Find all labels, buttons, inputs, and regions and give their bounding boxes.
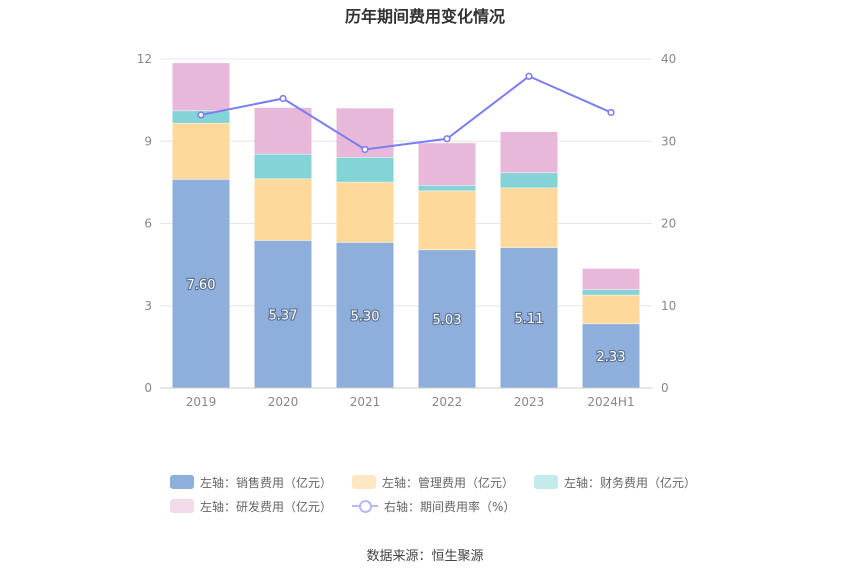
right-axis-tick-label: 10: [661, 299, 676, 313]
legend-swatch-finance: [534, 475, 559, 489]
x-axis-tick-label: 2023: [514, 395, 545, 409]
legend-label-admin: 左轴：管理费用（亿元）: [382, 475, 515, 490]
x-axis-tick-label: 2024H1: [587, 395, 634, 409]
legend-item-sales[interactable]: 左轴：销售费用（亿元）: [170, 474, 332, 491]
x-axis-tick-label: 2019: [186, 395, 217, 409]
data-source: 数据来源：恒生聚源: [366, 549, 484, 564]
line-point-rate: [443, 135, 451, 143]
data-label: 5.03: [433, 313, 462, 328]
bar-sales: [582, 324, 640, 388]
bar-rd: [500, 131, 558, 173]
bar-sales: [172, 179, 230, 388]
line-point-rate: [197, 111, 205, 119]
x-axis-tick-label: 2022: [432, 395, 463, 409]
data-label: 5.30: [351, 309, 380, 324]
right-axis-tick-label: 40: [661, 52, 676, 66]
legend-item-rd[interactable]: 左轴：研发费用（亿元）: [170, 498, 332, 515]
legend-item-rate[interactable]: 右轴：期间费用率（%）: [352, 498, 515, 515]
legend-swatch-sales: [170, 475, 194, 489]
bar-finance: [254, 154, 312, 179]
line-point-rate: [607, 108, 615, 117]
bar-admin: [418, 191, 476, 250]
x-axis-tick-label: 2020: [268, 395, 299, 409]
legend-swatch-rd: [170, 499, 194, 513]
bar-sales: [500, 247, 558, 388]
line-rate: [200, 75, 612, 151]
bar-rd: [172, 63, 230, 111]
legend-label-sales: 左轴：销售费用（亿元）: [200, 475, 333, 490]
right-axis-tick-label: 0: [661, 381, 669, 395]
chart-legend: 左轴：销售费用（亿元） 左轴：管理费用（亿元） 左轴：财务费用（亿元） 左轴：研…: [170, 470, 696, 518]
bar-admin: [172, 123, 230, 180]
line-point-rate: [361, 145, 369, 154]
legend-label-finance: 左轴：财务费用（亿元）: [564, 475, 697, 490]
bar-sales: [418, 250, 476, 388]
chart-title: 历年期间费用变化情况: [344, 7, 505, 26]
legend-item-finance[interactable]: 左轴：财务费用（亿元）: [534, 474, 696, 491]
line-point-rate: [279, 94, 287, 103]
right-axis-tick-label: 20: [661, 217, 676, 231]
legend-swatch-admin: [352, 475, 377, 489]
data-label: 5.11: [515, 312, 544, 327]
data-label: 5.37: [269, 308, 298, 323]
bar-rd: [582, 268, 640, 290]
bar-finance: [418, 185, 476, 191]
left-axis-tick-label: 9: [144, 134, 152, 148]
legend-label-rd: 左轴：研发费用（亿元）: [200, 499, 333, 514]
data-label: 2.33: [597, 350, 626, 365]
bar-rd: [254, 107, 312, 154]
bar-admin: [582, 295, 640, 324]
bar-sales: [254, 240, 312, 388]
left-axis-tick-label: 6: [144, 217, 152, 231]
bar-admin: [336, 182, 394, 243]
bar-finance: [582, 289, 640, 295]
left-axis-tick-label: 12: [137, 52, 152, 66]
bar-finance: [336, 157, 394, 182]
bar-admin: [500, 188, 558, 248]
right-axis-tick-label: 30: [661, 134, 676, 148]
bar-finance: [500, 173, 558, 188]
bar-admin: [254, 179, 312, 241]
legend-swatch-rate: [352, 499, 379, 513]
x-axis-tick-label: 2021: [350, 395, 381, 409]
left-axis-tick-label: 3: [144, 299, 152, 313]
legend-item-admin[interactable]: 左轴：管理费用（亿元）: [352, 474, 514, 491]
data-label: 7.60: [187, 278, 216, 293]
bar-rd: [418, 143, 476, 186]
line-point-rate: [525, 72, 533, 80]
legend-label-rate: 右轴：期间费用率（%）: [384, 499, 516, 514]
bar-sales: [336, 242, 394, 388]
left-axis-tick-label: 0: [144, 381, 152, 395]
